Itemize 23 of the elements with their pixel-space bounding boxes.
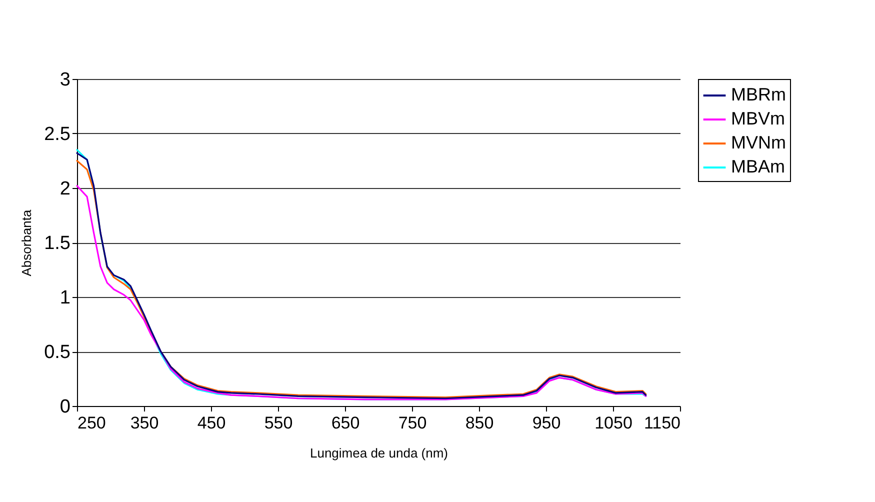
- y-tick-label: 1: [60, 288, 70, 308]
- y-tick-label: 3: [60, 70, 70, 90]
- legend-label: MBVm: [731, 108, 785, 128]
- y-tick-label: 0.5: [44, 342, 70, 363]
- y-tick-label: 2: [60, 178, 70, 200]
- x-tick-label: 850: [465, 414, 494, 432]
- legend-label: MBAm: [731, 156, 785, 176]
- y-axis-title: Absorbanta: [19, 208, 34, 276]
- x-tick-label: 1050: [594, 414, 632, 432]
- x-tick-label: 450: [197, 414, 226, 432]
- x-axis-title: Lungimea de unda (nm): [310, 446, 448, 460]
- x-tick-label: 1150: [644, 414, 680, 432]
- x-tick-label: 750: [398, 414, 427, 432]
- x-tick-label: 350: [130, 414, 159, 432]
- y-tick-label: 2.5: [44, 124, 70, 145]
- x-tick-label: 950: [532, 414, 561, 432]
- legend-label: MVNm: [731, 132, 786, 152]
- legend-label: MBRm: [731, 84, 786, 104]
- y-tick-label: 0: [60, 396, 70, 418]
- x-tick-label: 250: [78, 414, 106, 432]
- y-tick-label: 1.5: [44, 233, 70, 254]
- x-tick-label: 650: [331, 414, 360, 432]
- x-tick-label: 550: [264, 414, 293, 432]
